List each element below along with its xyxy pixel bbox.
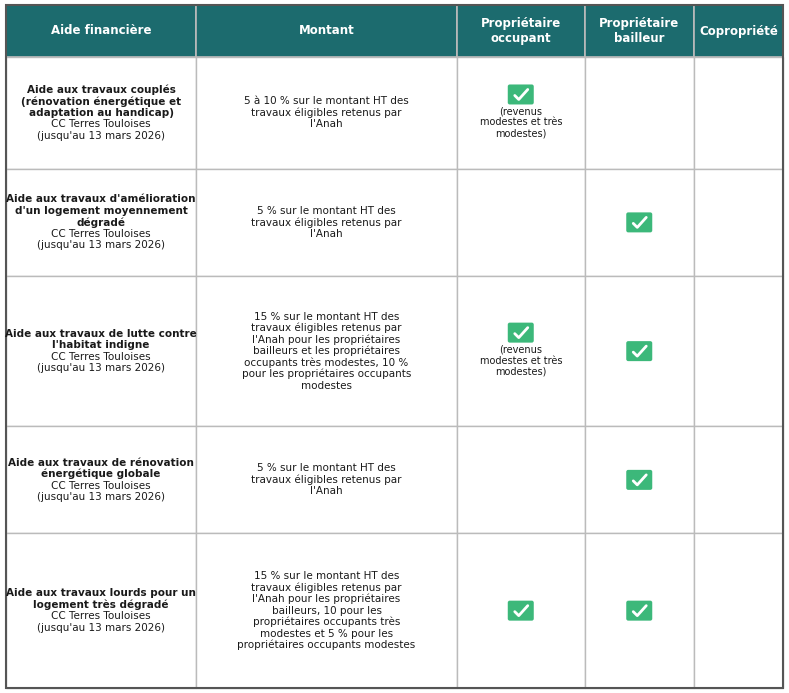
Bar — [694, 534, 783, 688]
FancyBboxPatch shape — [508, 85, 534, 105]
Bar — [6, 426, 196, 534]
Bar — [6, 169, 196, 276]
Text: Aide aux travaux de lutte contre: Aide aux travaux de lutte contre — [6, 329, 197, 339]
Text: Propriétaire
bailleur: Propriétaire bailleur — [599, 17, 679, 45]
Bar — [585, 5, 694, 57]
FancyBboxPatch shape — [508, 323, 534, 342]
Bar — [6, 534, 196, 688]
Text: CC Terres Touloises: CC Terres Touloises — [51, 119, 151, 130]
Text: CC Terres Touloises: CC Terres Touloises — [51, 481, 151, 491]
Bar — [196, 169, 457, 276]
Text: adaptation au handicap): adaptation au handicap) — [28, 108, 174, 118]
Bar — [6, 276, 196, 426]
Text: logement très dégradé: logement très dégradé — [33, 599, 169, 610]
Text: d'un logement moyennement: d'un logement moyennement — [15, 206, 188, 216]
Text: énergétique globale: énergétique globale — [42, 469, 161, 480]
Text: (jusqu'au 13 mars 2026): (jusqu'au 13 mars 2026) — [37, 240, 165, 250]
Text: travaux éligibles retenus par: travaux éligibles retenus par — [251, 475, 402, 485]
Text: (jusqu'au 13 mars 2026): (jusqu'au 13 mars 2026) — [37, 492, 165, 502]
Bar — [694, 169, 783, 276]
Bar — [694, 57, 783, 169]
Text: Montant: Montant — [299, 24, 354, 37]
Text: occupants très modestes, 10 %: occupants très modestes, 10 % — [245, 358, 409, 368]
Text: propriétaires occupants très: propriétaires occupants très — [252, 617, 400, 627]
Text: (rénovation énergétique et: (rénovation énergétique et — [21, 96, 181, 107]
Bar — [6, 57, 196, 169]
Text: Aide financière: Aide financière — [51, 24, 151, 37]
Text: dégradé: dégradé — [77, 217, 125, 227]
Text: l'Anah pour les propriétaires: l'Anah pour les propriétaires — [252, 335, 401, 345]
Text: (jusqu'au 13 mars 2026): (jusqu'au 13 mars 2026) — [37, 363, 165, 374]
Text: pour les propriétaires occupants: pour les propriétaires occupants — [241, 369, 411, 379]
Text: CC Terres Touloises: CC Terres Touloises — [51, 611, 151, 622]
Text: CC Terres Touloises: CC Terres Touloises — [51, 229, 151, 239]
Bar — [457, 426, 585, 534]
FancyBboxPatch shape — [626, 341, 653, 361]
Text: modestes: modestes — [301, 380, 352, 391]
Text: Aide aux travaux couplés: Aide aux travaux couplés — [27, 85, 176, 95]
Bar — [457, 534, 585, 688]
Text: 5 à 10 % sur le montant HT des: 5 à 10 % sur le montant HT des — [244, 96, 409, 107]
Text: Propriétaire
occupant: Propriétaire occupant — [481, 17, 561, 45]
Text: Aide aux travaux d'amélioration: Aide aux travaux d'amélioration — [6, 194, 196, 204]
Text: travaux éligibles retenus par: travaux éligibles retenus par — [251, 323, 402, 333]
Bar — [694, 426, 783, 534]
Bar — [196, 276, 457, 426]
Text: l'habitat indigne: l'habitat indigne — [53, 340, 150, 351]
Bar — [457, 276, 585, 426]
Bar — [457, 5, 585, 57]
Text: Aide aux travaux lourds pour un: Aide aux travaux lourds pour un — [6, 588, 196, 598]
Bar — [694, 276, 783, 426]
FancyBboxPatch shape — [626, 212, 653, 232]
Text: l'Anah: l'Anah — [310, 119, 343, 130]
Bar — [585, 276, 694, 426]
Bar — [196, 534, 457, 688]
Bar — [196, 426, 457, 534]
Bar — [585, 169, 694, 276]
Text: travaux éligibles retenus par: travaux éligibles retenus par — [251, 582, 402, 593]
Bar — [694, 5, 783, 57]
Text: (revenus: (revenus — [499, 107, 542, 116]
Text: l'Anah pour les propriétaires: l'Anah pour les propriétaires — [252, 594, 401, 604]
Bar — [196, 5, 457, 57]
Text: (jusqu'au 13 mars 2026): (jusqu'au 13 mars 2026) — [37, 131, 165, 141]
Text: CC Terres Touloises: CC Terres Touloises — [51, 352, 151, 362]
Bar — [457, 169, 585, 276]
Bar — [457, 57, 585, 169]
Text: modestes et 5 % pour les: modestes et 5 % pour les — [260, 629, 393, 639]
Text: travaux éligibles retenus par: travaux éligibles retenus par — [251, 107, 402, 119]
FancyBboxPatch shape — [626, 470, 653, 490]
Text: (jusqu'au 13 mars 2026): (jusqu'au 13 mars 2026) — [37, 623, 165, 633]
Text: bailleurs, 10 pour les: bailleurs, 10 pour les — [271, 606, 382, 615]
Text: 15 % sur le montant HT des: 15 % sur le montant HT des — [254, 571, 399, 581]
Text: Aide aux travaux de rénovation: Aide aux travaux de rénovation — [8, 457, 194, 468]
Text: propriétaires occupants modestes: propriétaires occupants modestes — [237, 640, 416, 651]
Bar — [6, 5, 196, 57]
Bar — [585, 57, 694, 169]
Text: 15 % sur le montant HT des: 15 % sur le montant HT des — [254, 312, 399, 322]
Text: l'Anah: l'Anah — [310, 229, 343, 239]
Text: (revenus: (revenus — [499, 344, 542, 355]
Text: modestes): modestes) — [495, 128, 547, 139]
Bar — [585, 426, 694, 534]
Bar — [196, 57, 457, 169]
Text: bailleurs et les propriétaires: bailleurs et les propriétaires — [253, 346, 400, 356]
Text: 5 % sur le montant HT des: 5 % sur le montant HT des — [257, 464, 396, 473]
Text: modestes et très: modestes et très — [480, 118, 562, 128]
Text: l'Anah: l'Anah — [310, 486, 343, 496]
Text: modestes): modestes) — [495, 367, 547, 376]
Text: 5 % sur le montant HT des: 5 % sur le montant HT des — [257, 206, 396, 216]
Bar — [585, 534, 694, 688]
Text: travaux éligibles retenus par: travaux éligibles retenus par — [251, 217, 402, 227]
Text: Copropriété: Copropriété — [699, 24, 778, 37]
FancyBboxPatch shape — [626, 601, 653, 621]
FancyBboxPatch shape — [508, 601, 534, 621]
Text: modestes et très: modestes et très — [480, 356, 562, 366]
